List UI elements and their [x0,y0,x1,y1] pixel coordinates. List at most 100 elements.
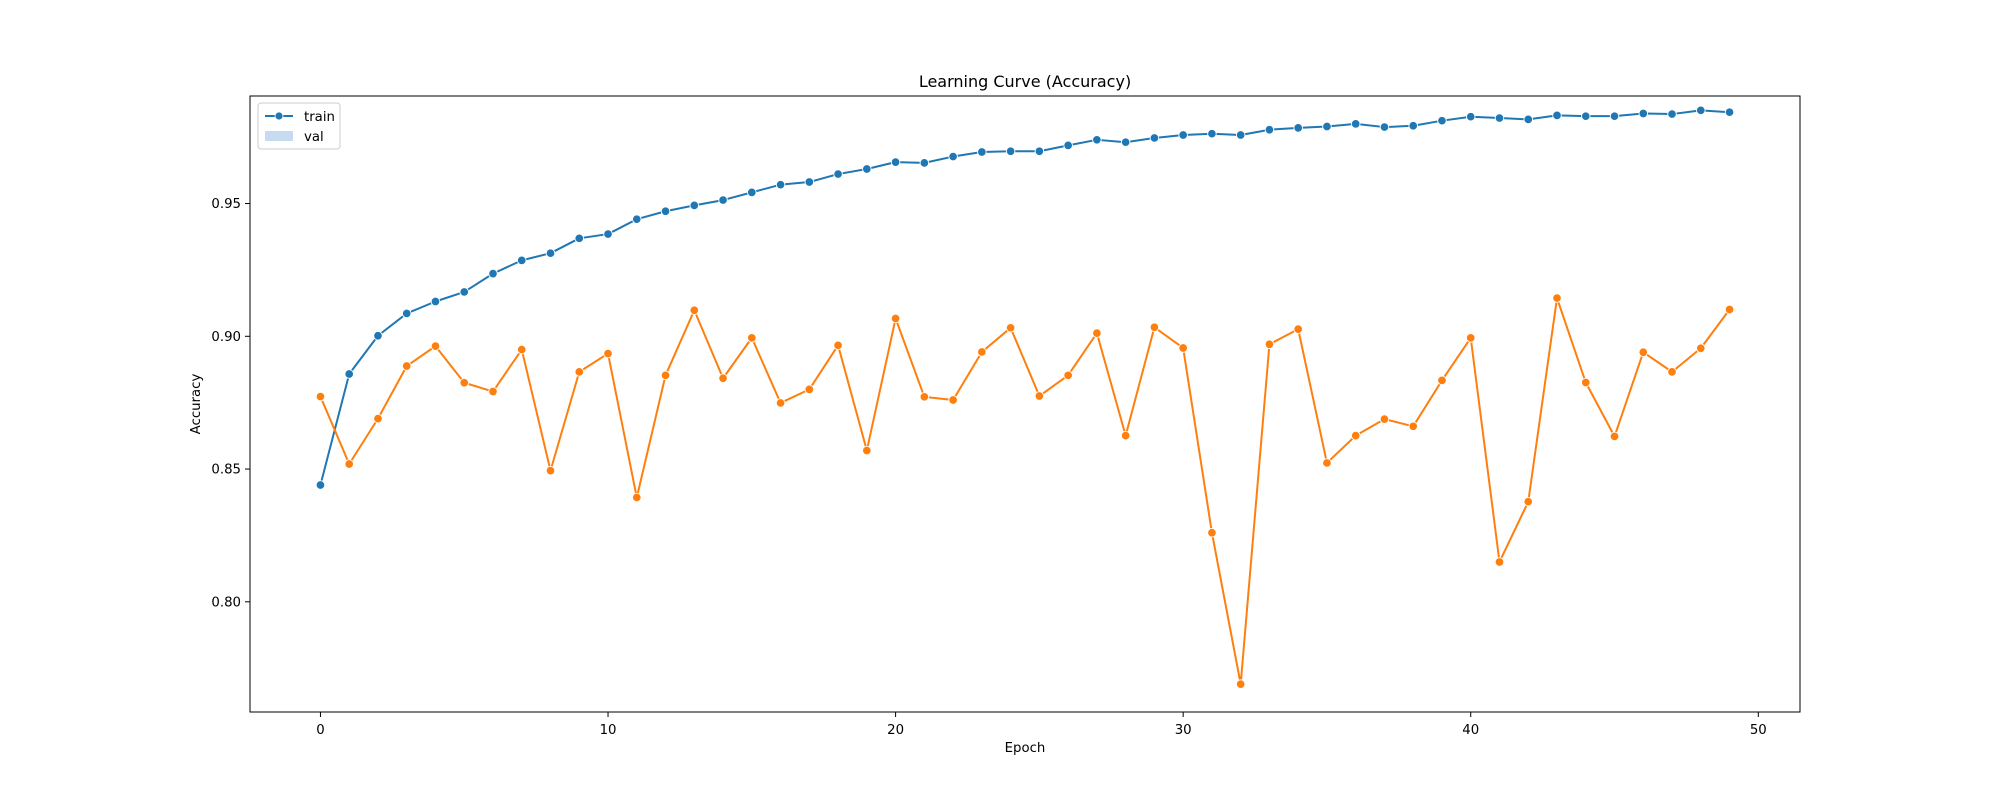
data-point-val [1264,339,1275,350]
data-point-val [1063,370,1073,381]
data-point-val [401,361,412,371]
x-tick-label: 30 [1175,723,1192,738]
data-point-train [977,147,987,157]
data-point-train [1379,122,1390,132]
data-point-train [747,187,757,198]
data-point-train [804,177,815,187]
y-axis: 0.80 0.85 0.90 0.95 [211,197,250,610]
legend-label-val: val [304,130,324,145]
data-point-train [1092,135,1102,145]
data-point-val [1034,391,1045,401]
data-point-train [430,296,441,307]
data-point-val [1609,431,1620,442]
data-point-val [1523,496,1533,507]
data-point-val [1120,430,1131,441]
data-point-train [1696,105,1706,116]
data-point-val [1379,414,1390,424]
data-point-val [373,413,383,424]
data-point-val [1437,375,1447,386]
y-axis-title: Accuracy [189,374,204,435]
data-point-train [1120,137,1131,147]
data-point-train [517,255,527,266]
y-tick-label: 0.85 [211,463,241,478]
data-point-train [890,157,901,167]
data-point-train [1034,146,1045,156]
data-point-train [1609,111,1620,121]
series-val [315,293,1735,689]
data-point-train [1322,121,1332,132]
data-point-val [603,348,613,359]
data-point-val [315,391,326,402]
y-tick-label: 0.90 [211,330,241,345]
data-point-val [775,398,786,408]
data-point-val [1494,557,1505,567]
data-point-train [1494,113,1505,123]
data-point-val [632,492,642,503]
data-point-train [1581,111,1591,121]
data-point-train [1207,128,1217,139]
series-layer [315,105,1735,689]
data-point-val [1207,528,1217,538]
data-point-train [1264,124,1275,135]
data-point-train [488,268,498,279]
data-point-train [1005,146,1016,156]
data-point-train [833,169,843,179]
data-point-val [862,445,872,456]
data-point-train [401,308,412,319]
data-point-train [689,200,700,211]
data-point-train [632,214,642,224]
legend-dot-train [274,111,284,121]
data-point-train [1638,108,1649,119]
data-point-train [1149,133,1160,143]
data-point-train [1178,130,1188,140]
data-point-val [804,384,815,395]
data-point-val [459,378,469,388]
data-point-train [1350,119,1361,129]
data-point-val [1465,333,1476,343]
data-point-train [862,164,872,174]
data-point-val [747,333,757,343]
data-point-val [545,465,556,476]
data-point-train [545,248,556,258]
data-point-train [1523,114,1533,125]
data-point-train [775,179,786,190]
chart-title: Learning Curve (Accuracy) [919,72,1131,91]
y-tick-label: 0.80 [211,595,241,610]
data-point-train [603,229,613,239]
data-point-train [1437,115,1447,126]
data-point-val [488,386,498,397]
data-point-train [1552,110,1562,121]
data-point-train [574,233,585,244]
data-point-val [430,341,441,351]
data-point-val [574,367,585,377]
data-point-val [1149,322,1160,333]
x-tick-label: 40 [1462,723,1479,738]
legend-item-val: val [265,130,324,145]
data-point-train [1724,107,1735,117]
data-point-train [919,158,930,168]
data-point-val [1178,343,1188,353]
series-line-val [319,297,1731,686]
data-point-val [718,373,728,383]
data-point-val [1724,304,1735,315]
data-point-train [1235,130,1246,140]
data-point-train [315,480,326,490]
data-point-train [459,287,469,297]
data-point-val [1092,328,1102,338]
data-point-val [517,344,527,355]
data-point-val [1322,458,1332,468]
legend-label-train: train [304,110,335,125]
data-point-train [373,331,383,341]
x-tick-label: 0 [316,723,324,738]
data-point-train [344,369,354,379]
data-point-val [1581,377,1591,388]
data-point-val [1667,367,1677,377]
data-point-val [1350,430,1361,441]
data-point-val [1293,324,1303,334]
series-train [315,105,1735,490]
data-point-train [948,151,958,162]
data-point-val [660,370,671,381]
data-point-train [1293,123,1303,133]
data-point-val [890,313,901,324]
